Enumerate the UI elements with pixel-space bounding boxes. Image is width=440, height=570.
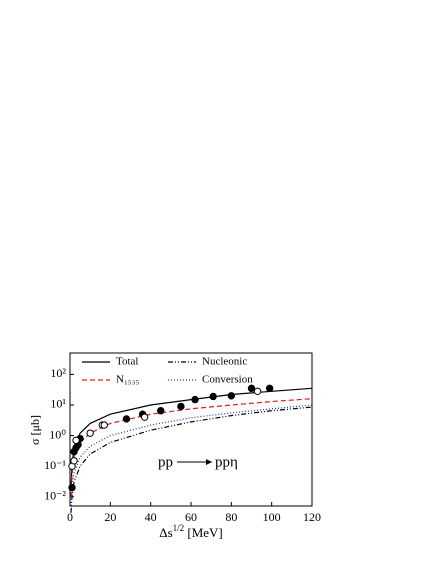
plot-frame bbox=[69, 352, 313, 507]
legend-label: Conversion bbox=[202, 374, 253, 386]
data-point bbox=[68, 483, 76, 492]
data-point bbox=[191, 395, 199, 404]
data-point bbox=[253, 387, 262, 396]
x-tick-label: 0 bbox=[67, 510, 73, 524]
legend-label: N₁₅₃₅ bbox=[116, 374, 139, 386]
data-point bbox=[100, 421, 108, 429]
y-tick-label: 10² bbox=[50, 366, 66, 380]
data-point bbox=[265, 384, 274, 393]
annotation-arrowhead bbox=[206, 459, 212, 465]
data-point bbox=[72, 436, 80, 445]
data-point bbox=[157, 407, 165, 415]
x-tick-label: 40 bbox=[145, 510, 157, 524]
series-line bbox=[70, 387, 313, 488]
x-tick-label: 60 bbox=[185, 510, 197, 524]
data-point bbox=[70, 457, 78, 465]
data-point bbox=[86, 429, 94, 437]
annotation: pp bbox=[158, 454, 173, 470]
data-point bbox=[209, 392, 217, 401]
x-tick-label: 100 bbox=[263, 510, 281, 524]
x-tick-label: 80 bbox=[225, 510, 237, 524]
x-tick-label: 120 bbox=[303, 510, 321, 524]
y-axis-label: σ [μb] bbox=[28, 415, 42, 445]
data-point bbox=[140, 413, 149, 421]
annotation: ppη bbox=[215, 454, 238, 470]
y-tick-label: 10¹ bbox=[50, 397, 66, 411]
y-tick-label: 10⁻¹ bbox=[44, 458, 66, 472]
legend-label: Total bbox=[116, 356, 138, 368]
series-line bbox=[70, 406, 313, 513]
data-point bbox=[177, 402, 185, 411]
series-line bbox=[70, 404, 313, 507]
data-point bbox=[122, 415, 131, 423]
x-axis-label: Δs1/2 [MeV] bbox=[159, 523, 223, 540]
y-tick-label: 10⁰ bbox=[49, 427, 66, 441]
series-line bbox=[70, 398, 313, 497]
y-tick-label: 10⁻² bbox=[44, 489, 66, 503]
legend-label: Nucleonic bbox=[202, 356, 247, 368]
data-point bbox=[247, 384, 256, 393]
x-tick-label: 20 bbox=[104, 510, 116, 524]
data-point bbox=[227, 392, 236, 400]
